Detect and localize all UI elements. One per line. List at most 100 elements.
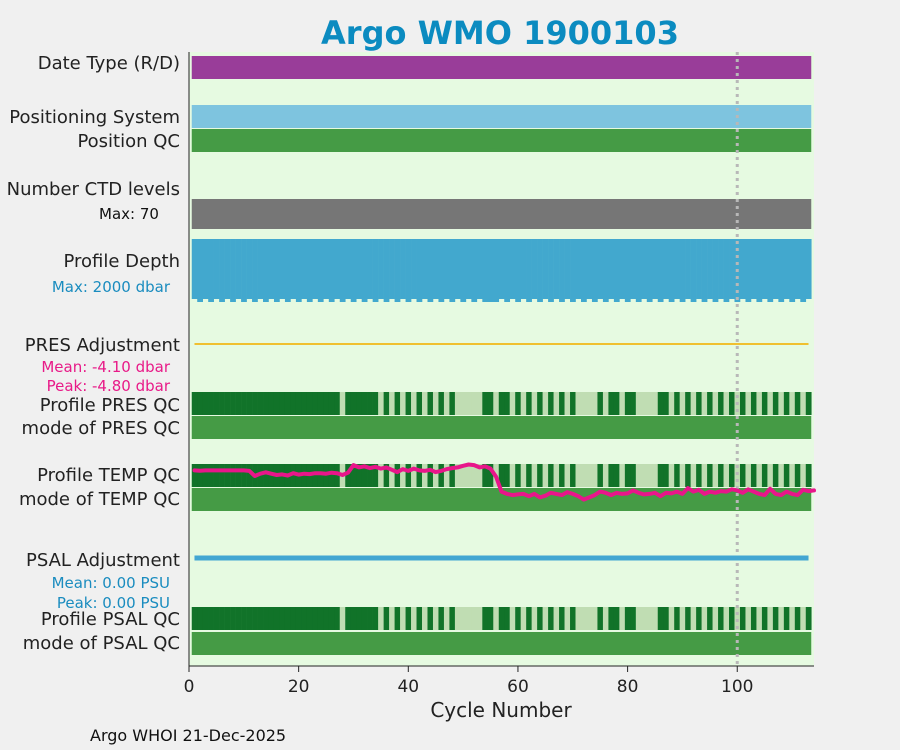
- profile-depth-cycle-77: [608, 239, 615, 299]
- profile-pres-qc-cycle-76: [602, 392, 609, 415]
- profile-psal-qc-cycle-82: [635, 607, 642, 630]
- profile-depth-cycle-7: [224, 239, 231, 299]
- profile-pres-qc-cycle-79: [619, 392, 626, 415]
- profile-depth-cycle-52: [471, 239, 478, 302]
- profile-psal-qc-cycle-91: [685, 607, 691, 630]
- profile-pres-qc-cycle-94: [701, 392, 708, 415]
- profile-pres-qc-cycle-39: [400, 392, 406, 415]
- profile-psal-qc-cycle-56: [493, 607, 500, 630]
- profile-pres-qc-cycle-53: [476, 392, 483, 415]
- profile-pres-qc-cycle-98: [723, 392, 730, 415]
- profile-temp-qc-cycle-106: [767, 464, 774, 487]
- profile-psal-qc-cycle-81: [630, 607, 637, 630]
- profile-depth-cycle-72: [580, 239, 587, 302]
- profile-psal-qc-cycle-88: [668, 607, 675, 630]
- label-profile-psal-qc: Profile PSAL QC: [41, 609, 180, 630]
- profile-pres-qc-cycle-81: [630, 392, 637, 415]
- profile-psal-qc-cycle-106: [767, 607, 774, 630]
- profile-depth-cycle-68: [559, 239, 565, 302]
- profile-depth-cycle-92: [690, 239, 697, 302]
- profile-depth-cycle-18: [284, 239, 291, 302]
- profile-pres-qc-cycle-42: [416, 392, 423, 415]
- profile-depth-cycle-42: [416, 239, 423, 302]
- profile-pres-qc-cycle-103: [750, 392, 757, 415]
- profile-temp-qc-cycle-94: [701, 464, 708, 487]
- profile-pres-qc-cycle-54: [482, 392, 489, 415]
- profile-pres-qc-cycle-64: [537, 392, 543, 415]
- profile-pres-qc-cycle-67: [553, 392, 560, 415]
- profile-pres-qc-cycle-35: [378, 392, 384, 415]
- profile-psal-qc-cycle-89: [674, 607, 680, 630]
- profile-psal-qc-cycle-70: [570, 607, 576, 630]
- profile-pres-qc-cycle-57: [498, 392, 505, 415]
- profile-psal-qc-cycle-93: [696, 607, 702, 630]
- profile-temp-qc-cycle-75: [597, 464, 604, 487]
- profile-pres-qc-cycle-33: [367, 392, 373, 415]
- profile-depth-cycle-47: [443, 239, 450, 299]
- profile-pres-qc-cycle-10: [241, 392, 247, 415]
- profile-psal-qc-cycle-46: [438, 607, 445, 630]
- profile-temp-qc-cycle-113: [805, 464, 812, 487]
- profile-psal-qc-cycle-20: [295, 607, 302, 630]
- profile-temp-qc-cycle-69: [564, 464, 571, 487]
- profile-temp-qc-cycle-72: [580, 464, 587, 487]
- profile-depth-cycle-90: [679, 239, 686, 302]
- profile-psal-qc-cycle-22: [306, 607, 313, 630]
- profile-psal-qc-cycle-26: [328, 607, 335, 630]
- profile-psal-qc-cycle-37: [389, 607, 395, 630]
- profile-psal-qc-cycle-24: [317, 607, 324, 630]
- profile-pres-qc-cycle-110: [789, 392, 796, 415]
- profile-psal-qc-cycle-61: [520, 607, 527, 630]
- annotation-ctd-max: Max: 70: [99, 205, 159, 223]
- profile-psal-qc-cycle-47: [443, 607, 450, 630]
- profile-temp-qc-cycle-14: [263, 464, 269, 487]
- profile-pres-qc-cycle-13: [257, 392, 264, 415]
- profile-temp-qc-cycle-108: [778, 464, 785, 487]
- x-tick-label-0: 0: [184, 677, 195, 697]
- profile-pres-qc-cycle-12: [252, 392, 258, 415]
- profile-depth-cycle-46: [438, 239, 445, 302]
- profile-depth-cycle-108: [778, 239, 785, 302]
- profile-temp-qc-cycle-96: [712, 464, 719, 487]
- profile-pres-qc-cycle-77: [608, 392, 615, 415]
- profile-pres-qc-cycle-60: [515, 392, 521, 415]
- profile-pres-qc-cycle-109: [783, 392, 790, 415]
- profile-psal-qc-cycle-34: [372, 607, 379, 630]
- profile-psal-qc-cycle-1: [191, 607, 198, 630]
- profile-depth-cycle-23: [312, 239, 319, 299]
- profile-psal-qc-cycle-4: [208, 607, 214, 630]
- profile-temp-qc-cycle-31: [356, 464, 362, 487]
- profile-psal-qc-cycle-100: [734, 607, 741, 630]
- profile-temp-qc-cycle-47: [443, 464, 450, 487]
- profile-pres-qc-cycle-99: [729, 392, 735, 415]
- profile-depth-cycle-54: [482, 239, 489, 302]
- profile-pres-qc-cycle-113: [805, 392, 812, 415]
- profile-psal-qc-cycle-45: [432, 607, 439, 630]
- profile-psal-qc-cycle-83: [641, 607, 648, 630]
- profile-psal-qc-cycle-51: [465, 607, 472, 630]
- profile-temp-qc-cycle-7: [224, 464, 231, 487]
- profile-psal-qc-cycle-96: [712, 607, 719, 630]
- profile-depth-cycle-109: [783, 239, 790, 299]
- profile-temp-qc-cycle-45: [432, 464, 439, 487]
- profile-pres-qc-cycle-29: [345, 392, 352, 415]
- footer-credit: Argo WHOI 21-Dec-2025: [90, 726, 286, 745]
- profile-temp-qc-cycle-10: [241, 464, 247, 487]
- profile-depth-cycle-35: [378, 239, 384, 299]
- profile-psal-qc-cycle-19: [290, 607, 297, 630]
- label-positioning-system: Positioning System: [9, 107, 180, 128]
- profile-psal-qc-cycle-15: [268, 607, 275, 630]
- profile-psal-qc-cycle-28: [339, 607, 346, 630]
- profile-temp-qc-cycle-83: [641, 464, 648, 487]
- profile-temp-qc-cycle-93: [696, 464, 702, 487]
- profile-pres-qc-cycle-74: [591, 392, 598, 415]
- x-tick-label-60: 60: [507, 677, 529, 697]
- profile-psal-qc-cycle-107: [772, 607, 779, 630]
- profile-temp-qc-cycle-37: [389, 464, 395, 487]
- profile-depth-cycle-89: [674, 239, 680, 299]
- profile-psal-qc-cycle-21: [301, 607, 308, 630]
- profile-psal-qc-cycle-94: [701, 607, 708, 630]
- profile-pres-qc-cycle-51: [465, 392, 472, 415]
- x-axis-label: Cycle Number: [430, 698, 572, 722]
- profile-pres-qc-cycle-101: [739, 392, 746, 415]
